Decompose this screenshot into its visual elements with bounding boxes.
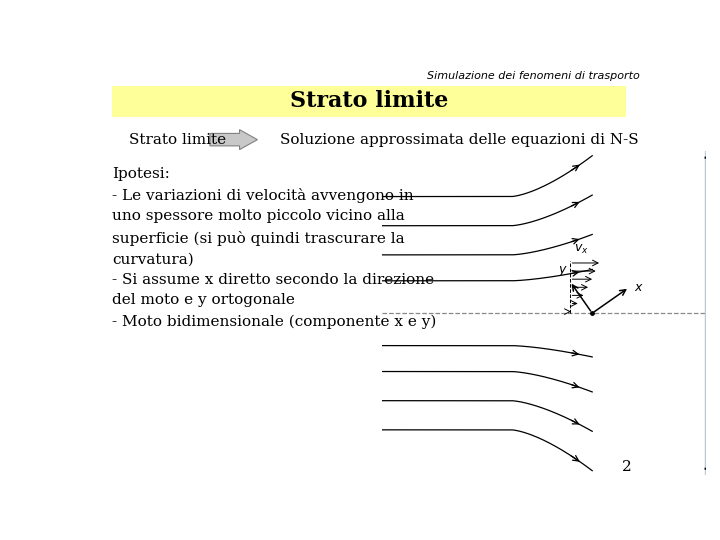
Text: $x$: $x$ [634,281,644,294]
FancyBboxPatch shape [112,85,626,117]
Text: Strato limite: Strato limite [290,90,448,112]
FancyArrow shape [210,130,258,150]
Text: Soluzione approssimata delle equazioni di N-S: Soluzione approssimata delle equazioni d… [280,133,639,147]
Polygon shape [706,151,720,475]
Text: Simulazione dei fenomeni di trasporto: Simulazione dei fenomeni di trasporto [427,71,639,81]
Text: $y$: $y$ [559,264,568,278]
Text: $v_x$: $v_x$ [575,244,589,256]
Text: Ipotesi:
- Le variazioni di velocità avvengono in
uno spessore molto piccolo vic: Ipotesi: - Le variazioni di velocità avv… [112,167,437,329]
Text: Strato limite: Strato limite [129,133,226,147]
Text: 2: 2 [621,461,631,474]
